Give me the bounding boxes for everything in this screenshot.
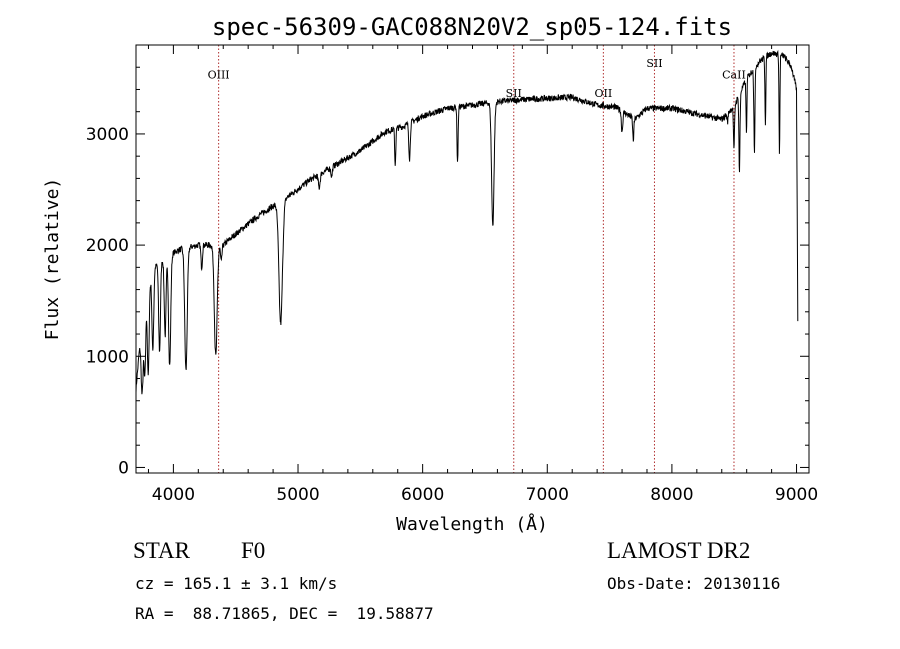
plot-frame: [135, 44, 810, 474]
x-tick-label-9000: 9000: [775, 485, 818, 505]
x-tick-label-6000: 6000: [401, 485, 444, 505]
x-axis-label: Wavelength (Å): [396, 513, 548, 535]
spectral-subclass: F0: [241, 538, 266, 563]
object-class: STAR: [133, 538, 190, 563]
y-axis-label: Flux (relative): [42, 178, 63, 341]
x-tick-label-4000: 4000: [152, 485, 195, 505]
reference-label-3: SII: [646, 57, 662, 70]
reference-label-4: CaII: [722, 68, 746, 81]
y-tick-label-1000: 1000: [86, 347, 129, 367]
reference-label-2: OII: [595, 87, 613, 100]
chart-title: spec-56309-GAC088N20V2_sp05-124.fits: [212, 13, 732, 41]
x-tick-label-5000: 5000: [276, 485, 319, 505]
y-tick-label-3000: 3000: [86, 125, 129, 145]
spectrum-line: [135, 49, 799, 395]
reference-label-0: OIII: [208, 68, 230, 81]
x-tick-label-7000: 7000: [526, 485, 569, 505]
coordinates: RA = 88.71865, DEC = 19.58877: [135, 604, 434, 623]
reference-label-1: SII: [506, 87, 522, 100]
redshift-value: cz = 165.1 ± 3.1 km/s: [135, 574, 338, 593]
x-tick-label-8000: 8000: [650, 485, 693, 505]
y-tick-label-0: 0: [118, 458, 129, 478]
y-tick-label-2000: 2000: [86, 236, 129, 256]
observation-date: Obs-Date: 20130116: [607, 574, 781, 593]
survey-name: LAMOST DR2: [607, 538, 751, 563]
